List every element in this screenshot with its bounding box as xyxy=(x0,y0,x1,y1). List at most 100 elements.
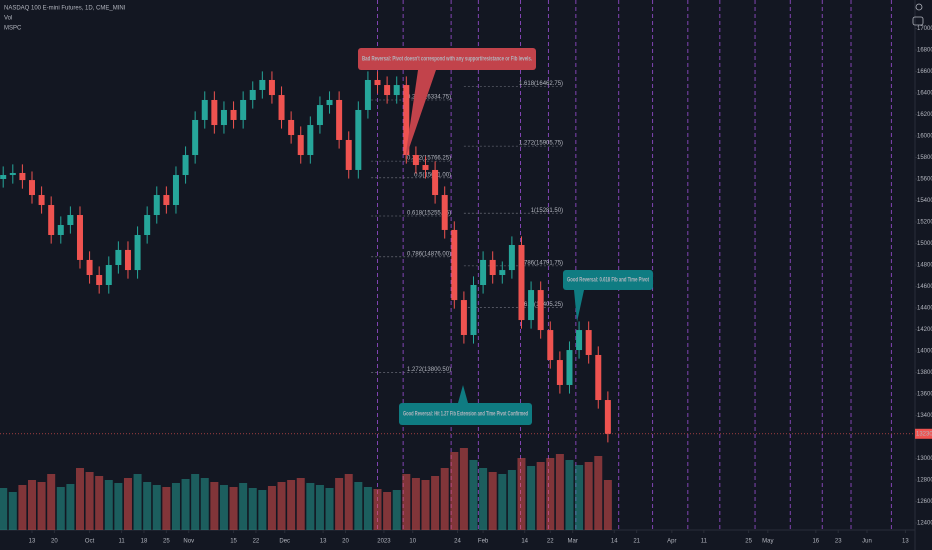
candle-body xyxy=(326,99,333,106)
candle-body xyxy=(528,290,535,321)
y-tick-label: 16000.00 xyxy=(917,134,932,140)
candle-body xyxy=(19,172,26,181)
volume-bar xyxy=(507,470,516,530)
chart-title: NASDAQ 100 E-mini Futures, 1D, CME_MINI xyxy=(4,6,126,12)
last-price-box xyxy=(915,428,932,439)
settings-icon[interactable] xyxy=(915,3,923,11)
annotation-pointer xyxy=(405,70,436,160)
annotation-pointer xyxy=(458,385,468,403)
candle-body xyxy=(259,79,266,90)
x-tick-label: 15 xyxy=(230,539,237,545)
candle-body xyxy=(499,270,506,275)
volume-bar xyxy=(546,458,555,530)
x-tick-label: 23 xyxy=(835,539,842,545)
x-tick-label: Dec xyxy=(279,539,290,545)
volume-bar xyxy=(27,480,36,530)
candle-body xyxy=(412,155,419,166)
scale-icon[interactable] xyxy=(912,16,924,26)
fib-label: 0.382(15766.25) xyxy=(407,156,451,162)
candle-body xyxy=(384,85,391,96)
candle-body xyxy=(249,89,256,100)
fib-label: 0.786(14791.75) xyxy=(519,260,563,266)
x-tick-label: Feb xyxy=(478,539,489,545)
candle-body xyxy=(336,99,343,140)
y-tick-label: 13800.00 xyxy=(917,370,932,376)
y-tick-label: 16400.00 xyxy=(917,91,932,97)
candle-body xyxy=(48,205,55,236)
candle-body xyxy=(432,169,439,196)
annotation-box xyxy=(358,48,536,70)
volume-bar xyxy=(56,487,65,530)
y-tick-label: 13600.00 xyxy=(917,392,932,398)
volume-bar xyxy=(104,480,113,530)
candle-body xyxy=(28,180,35,196)
x-tick-label: 22 xyxy=(547,539,554,545)
volume-bar xyxy=(287,480,296,530)
candle-body xyxy=(364,79,371,110)
volume-bar xyxy=(555,454,564,530)
volume-bar xyxy=(421,480,430,530)
volume-bar xyxy=(584,462,593,530)
x-tick-label: 11 xyxy=(701,539,708,545)
volume-bar xyxy=(402,474,411,530)
volume-bar xyxy=(267,486,276,530)
last-price-label: 13230.00 xyxy=(916,431,932,437)
candle-body xyxy=(307,125,314,156)
volume-bar xyxy=(469,460,478,530)
annotation-text: Good Reversal: Hit 1.27 Fib Extension an… xyxy=(403,412,528,418)
candle-body xyxy=(595,354,602,401)
volume-bar xyxy=(95,476,104,530)
candle-body xyxy=(288,119,295,136)
y-tick-label: 12400.00 xyxy=(917,521,932,527)
candle-body xyxy=(422,165,429,170)
y-tick-label: 13400.00 xyxy=(917,413,932,419)
volume-bar xyxy=(0,488,8,530)
volume-bar xyxy=(488,472,497,530)
y-tick-label: 15000.00 xyxy=(917,241,932,247)
x-tick-label: Apr xyxy=(667,539,676,545)
fib-label: 1.618(16462.75) xyxy=(519,81,563,87)
x-tick-label: Nov xyxy=(183,539,194,545)
volume-bar xyxy=(306,483,315,530)
y-tick-label: 16800.00 xyxy=(917,48,932,54)
candle-body xyxy=(403,85,410,156)
volume-bar xyxy=(18,485,27,530)
candle-body xyxy=(460,300,467,335)
volume-bar xyxy=(383,492,392,530)
candle-body xyxy=(76,215,83,260)
fib-label: 0.618(15255.75) xyxy=(407,211,451,217)
y-tick-label: 15800.00 xyxy=(917,155,932,161)
candle-body xyxy=(57,225,64,236)
volume-bar xyxy=(191,474,200,530)
volume-bar xyxy=(575,465,584,530)
volume-bar xyxy=(219,485,228,530)
y-tick-label: 17000.00 xyxy=(917,26,932,32)
volume-bar xyxy=(431,476,440,530)
x-tick-label: 22 xyxy=(253,539,260,545)
x-tick-label: 14 xyxy=(611,539,618,545)
annotation-text: Bad Reversal: Pivot doesn't correspond w… xyxy=(362,57,532,63)
candle-body xyxy=(547,330,554,361)
volume-bar xyxy=(8,492,17,530)
volume-bar xyxy=(114,483,123,530)
candle-body xyxy=(566,350,573,385)
y-tick-label: 14200.00 xyxy=(917,327,932,333)
candle-body xyxy=(585,330,592,355)
volume-bar xyxy=(47,474,56,530)
volume-bar xyxy=(229,487,238,530)
x-tick-label: 13 xyxy=(320,539,327,545)
volume-bar xyxy=(498,474,507,530)
volume-bar xyxy=(479,468,488,530)
candle-body xyxy=(105,265,112,285)
volume-bar xyxy=(152,485,161,530)
candle-body xyxy=(172,175,179,206)
candle-body xyxy=(576,330,583,351)
candle-body xyxy=(537,290,544,331)
volume-bar xyxy=(123,478,132,530)
y-tick-label: 15600.00 xyxy=(917,177,932,183)
y-tick-label: 12800.00 xyxy=(917,478,932,484)
x-tick-label: Oct xyxy=(85,539,95,545)
volume-bar xyxy=(527,466,536,530)
candle-body xyxy=(0,175,7,179)
